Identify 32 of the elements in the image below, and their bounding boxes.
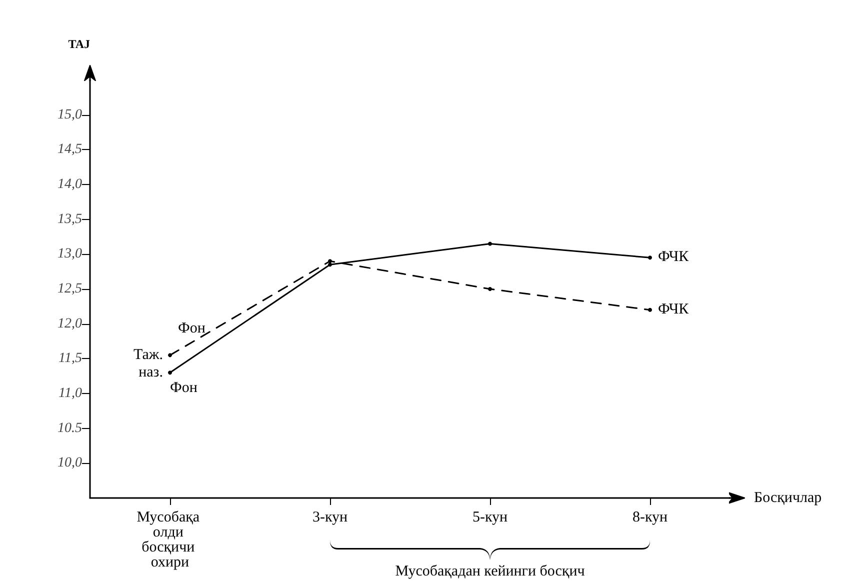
point: [328, 262, 332, 267]
y-tick-label: 12,0: [58, 316, 82, 332]
annotation: ФЧК: [658, 249, 690, 266]
y-tick-label: 11,5: [58, 351, 82, 366]
point: [648, 256, 652, 260]
y-tick-label: 14,5: [58, 142, 82, 158]
point: [648, 308, 652, 312]
y-tick-label: 10,0: [58, 456, 82, 471]
point: [488, 242, 492, 246]
point: [488, 287, 492, 291]
y-tick-label: 11,0: [58, 386, 82, 401]
annotation: ФЧК: [658, 301, 690, 318]
x-tick-label: 8-кун: [632, 510, 668, 526]
annotation: Фон: [170, 380, 198, 396]
y-tick-label: 12,5: [58, 282, 82, 296]
x-tick-label: 3-кун: [312, 510, 348, 526]
x-tick-label: 5-кун: [472, 510, 508, 526]
y-tick-label: 13,5: [58, 212, 82, 227]
point: [168, 370, 172, 375]
y-tick-label: 13,0: [58, 246, 82, 262]
x-tick-label: Мусобақа олди босқичи охири: [136, 510, 204, 570]
text: Мусобақадан кейинги босқич: [395, 564, 586, 580]
y-tick-label: 10.5: [58, 420, 82, 436]
annotation: Фон: [178, 320, 206, 337]
y-axis-title: TAJ: [68, 37, 90, 51]
series-label: наз.: [138, 364, 163, 381]
point: [168, 353, 172, 358]
series-label: Таж.: [133, 347, 163, 364]
x-axis-title: Босқичлар: [754, 490, 822, 506]
y-tick-label: 14,0: [58, 177, 82, 192]
y-tick-label: 15,0: [58, 107, 82, 122]
point: [328, 259, 332, 264]
